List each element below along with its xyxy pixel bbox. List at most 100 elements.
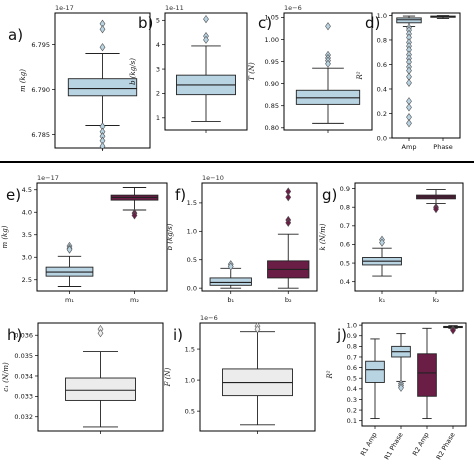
y-tick-label: 0.8 (340, 204, 350, 212)
y-tick-label: 0.85 (265, 102, 279, 110)
y-tick-label: 2 (156, 90, 160, 98)
y-tick-label: 0.6 (377, 61, 387, 69)
panel-label: f) (175, 186, 186, 204)
y-tick-label: 0.9 (347, 332, 357, 340)
axes-frame (36, 182, 168, 292)
box-1 (67, 19, 138, 151)
x-tick-label: Phase (433, 143, 452, 151)
y-tick-label: 1.0 (347, 321, 357, 329)
y-tick-label: 0.4 (340, 278, 350, 286)
outlier-point (99, 43, 106, 52)
axes-frame (354, 182, 464, 292)
x-tick-label: R2 Phase (435, 431, 457, 461)
panel-b: b) 1 2 3 4 5 1e-11 b (kg/s) (129, 4, 248, 133)
y-tick-label: 1.5 (185, 345, 195, 353)
outlier-point (131, 211, 138, 220)
y-tick-label: 0.5 (187, 256, 197, 264)
y-tick-label: 0.7 (347, 353, 357, 361)
box-2 (110, 187, 159, 220)
panel-label: h) (7, 326, 22, 344)
x-tick-label: b₁ (227, 296, 234, 304)
y-tick-label: 0.0 (377, 134, 387, 142)
box-1 (176, 14, 236, 122)
y-tick-label: 0.80 (265, 124, 279, 132)
box-iqr (67, 78, 138, 97)
y-tick-label: 1.05 (265, 14, 279, 22)
box-1 (362, 235, 402, 277)
y-axis-label: F (N) (164, 367, 172, 387)
x-tick-label: R1 Phase (383, 431, 405, 461)
y-tick-label: 1.0 (185, 376, 195, 384)
axis-offset-text: 1e−6 (284, 4, 302, 12)
x-tick-label: R2 Amp (411, 431, 431, 457)
axis-offset-text: 1e-17 (55, 4, 74, 12)
box-4 (443, 325, 463, 335)
panel-label: a) (8, 26, 23, 44)
y-axis-label: T (N) (248, 62, 256, 81)
box-iqr (396, 17, 422, 24)
y-tick-label: 2.5 (22, 276, 32, 284)
box-3 (417, 327, 437, 420)
outlier-point (406, 119, 412, 128)
y-tick-label: 6.790 (31, 86, 50, 94)
outlier-point (325, 59, 331, 68)
panel-label: e) (6, 186, 21, 204)
box-iqr (365, 360, 385, 383)
y-tick-label: 0.8 (347, 343, 357, 351)
y-tick-label: 1 (156, 114, 160, 122)
outlier-point (227, 262, 234, 271)
y-tick-label: 0.9 (340, 185, 350, 193)
x-tick-label: b₂ (285, 296, 292, 304)
y-tick-label: 3.0 (22, 254, 32, 262)
y-axis-label: R² (326, 370, 334, 379)
y-tick-label: 0.035 (14, 352, 33, 360)
panel-f: f) 0.0 0.5 1.0 1.5 1e−10 b (kg/s) b₁ b₂ (166, 174, 318, 304)
outlier-point (433, 204, 439, 214)
y-tick-label: 0.5 (347, 375, 357, 383)
x-tick-label: Amp (402, 143, 417, 151)
outlier-point (379, 238, 385, 247)
y-axis-label: R² (356, 71, 364, 80)
y-tick-label: 4.0 (22, 209, 32, 217)
y-tick-label: 0.5 (185, 407, 195, 415)
y-tick-label: 0.3 (347, 396, 357, 404)
x-tick-label: k₂ (433, 296, 440, 304)
axes-frame (201, 182, 318, 292)
y-tick-label: 0.95 (265, 58, 279, 66)
outlier-point (406, 103, 412, 112)
y-tick-label: 5 (156, 17, 160, 25)
y-tick-label: 3 (156, 65, 160, 73)
x-tick-label: m₂ (130, 296, 139, 304)
y-tick-label: 0.6 (340, 241, 350, 249)
y-tick-label: 1.00 (265, 36, 279, 44)
y-tick-label: 0.2 (377, 110, 387, 118)
panel-j: j) 0.1 0.2 0.3 0.4 0.5 0.6 0.7 0.8 0.9 1.0 R² R1 Amp… (326, 321, 467, 461)
y-tick-label: 0.4 (347, 385, 357, 393)
y-tick-label: 0.90 (265, 80, 279, 88)
axes-frame (361, 322, 467, 427)
y-tick-label: 6.785 (31, 131, 50, 139)
panel-label: g) (322, 186, 337, 204)
y-tick-label: 4.5 (22, 186, 32, 194)
box-1 (209, 260, 252, 289)
outlier-point (203, 35, 209, 44)
y-tick-label: 0.5 (340, 259, 350, 267)
box-iqr (417, 353, 437, 397)
box-1 (295, 22, 361, 124)
y-tick-label: 4 (156, 41, 160, 49)
panel-a: a) 6.785 6.790 6.795 1e-17 m (kg) (8, 4, 151, 151)
y-tick-label: 3.5 (22, 231, 32, 239)
panel-d: d) 0.0 0.2 0.4 0.6 0.8 1.0 R² Amp Phase (356, 12, 461, 151)
y-tick-label: 0.6 (347, 364, 357, 372)
panel-label: d) (365, 14, 380, 32)
y-axis-label: c₁ (N/m) (2, 362, 10, 392)
outlier-point (203, 14, 209, 24)
panel-c: c) 0.80 0.85 0.90 0.95 1.00 1.05 1e−6 T (N) (248, 4, 373, 133)
axis-offset-text: 1e−6 (200, 314, 218, 322)
outlier-point (99, 25, 106, 34)
y-tick-label: 0.7 (340, 222, 350, 230)
panel-label: b) (138, 14, 153, 32)
outlier-point (285, 193, 292, 202)
y-tick-label: 6.795 (31, 41, 50, 49)
box-2 (430, 15, 456, 19)
